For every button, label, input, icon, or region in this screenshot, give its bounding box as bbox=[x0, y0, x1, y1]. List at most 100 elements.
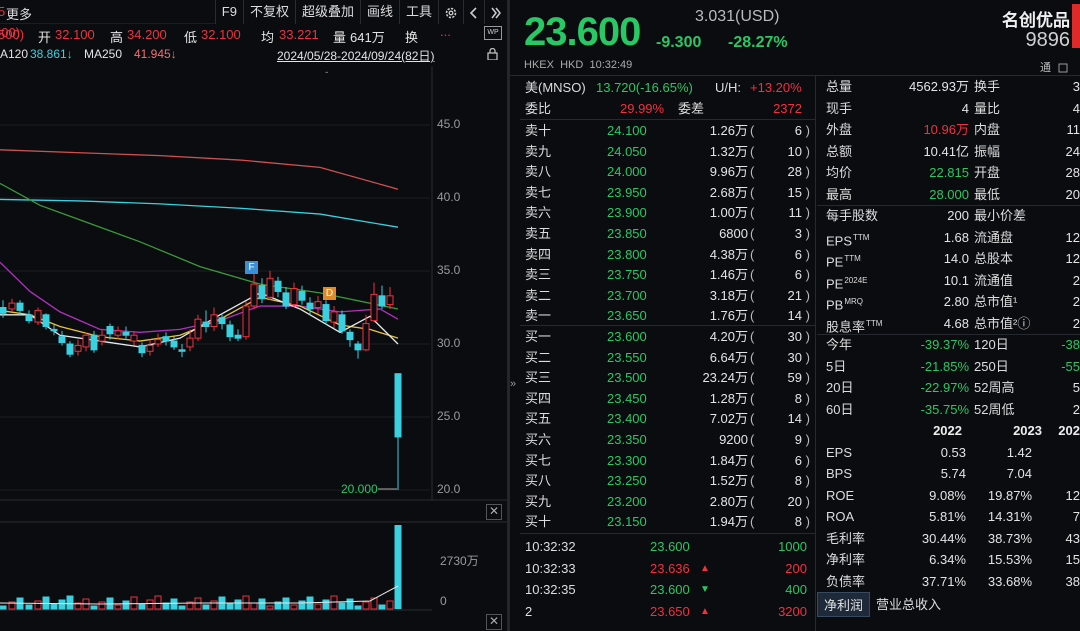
gear-icon[interactable] bbox=[438, 0, 463, 24]
vol-value: 641万 bbox=[350, 30, 385, 45]
watermark-icon[interactable]: WP bbox=[484, 26, 502, 40]
candle-body bbox=[274, 280, 282, 292]
level-count: 11 bbox=[788, 205, 803, 221]
tab-revenue[interactable]: 营业总收入 bbox=[876, 597, 942, 612]
panel-divider[interactable] bbox=[507, 0, 510, 631]
fin-year: 2022 bbox=[933, 423, 962, 438]
vol-label: 量 bbox=[333, 30, 347, 45]
candle-body bbox=[210, 314, 218, 327]
level-price: 23.900 bbox=[607, 205, 647, 221]
ask-row[interactable]: 卖五 23.850 6800(3) bbox=[520, 223, 810, 244]
fin-year: 202 bbox=[1058, 423, 1080, 438]
stat-value-2: 5 bbox=[1072, 380, 1080, 395]
volume-bar bbox=[258, 598, 266, 610]
ask-row[interactable]: 卖八 24.000 9.96万(28) bbox=[520, 161, 810, 182]
level-price: 23.200 bbox=[607, 493, 647, 509]
close-volume-button[interactable]: ✕ bbox=[486, 614, 502, 630]
bid-row[interactable]: 买五 23.400 7.02万(14) bbox=[520, 408, 810, 429]
paren-close: ) bbox=[805, 349, 810, 365]
level-price: 23.800 bbox=[607, 246, 647, 262]
fin-value-2023: 33.68% bbox=[987, 573, 1032, 589]
volume-bar bbox=[170, 598, 178, 610]
draw-line-button[interactable]: 画线 bbox=[359, 0, 399, 24]
volume-bar bbox=[50, 603, 58, 610]
level-label: 买六 bbox=[525, 432, 552, 447]
ask-row[interactable]: 卖九 24.050 1.32万(10) bbox=[520, 141, 810, 162]
candle-body bbox=[122, 331, 130, 336]
candle-body bbox=[322, 304, 330, 322]
fin-header: 2022 2023 202 bbox=[817, 420, 1080, 442]
volume-bar bbox=[386, 600, 394, 610]
open-value: 32.100 bbox=[55, 27, 95, 42]
fin-label: 毛利率 bbox=[826, 530, 866, 546]
stat-row: 总量 4562.93万 换手 3 bbox=[817, 76, 1080, 98]
super-overlay-button[interactable]: 超级叠加 bbox=[294, 0, 360, 24]
last-price: 23.600 bbox=[524, 10, 641, 54]
paren-close: ) bbox=[805, 390, 810, 406]
stat-value: -22.97% bbox=[920, 380, 969, 395]
price-change: -9.300 bbox=[656, 34, 702, 51]
stat-label: 外盘 bbox=[826, 122, 853, 137]
chevron-left-icon[interactable] bbox=[463, 0, 484, 24]
bid-row[interactable]: 买七 23.300 1.84万(6) bbox=[520, 450, 810, 471]
bid-row[interactable]: 买八 23.250 1.52万(8) bbox=[520, 470, 810, 491]
candlestick-chart[interactable] bbox=[0, 0, 507, 631]
f9-button[interactable]: F9 bbox=[214, 0, 243, 24]
prev-close-value: 500) bbox=[0, 27, 25, 42]
ask-row[interactable]: 卖十 24.100 1.26万(6) bbox=[520, 120, 810, 141]
bid-row[interactable]: 买六 23.350 9200(9) bbox=[520, 429, 810, 450]
candle-body bbox=[0, 307, 7, 314]
paren-close: ) bbox=[805, 432, 810, 447]
level-price: 23.600 bbox=[607, 329, 647, 344]
tab-net-profit[interactable]: 净利润 bbox=[817, 592, 871, 617]
bid-row[interactable]: 买四 23.450 1.28万(8) bbox=[520, 388, 810, 409]
paren-open: ( bbox=[750, 205, 755, 221]
volume-bar bbox=[25, 604, 33, 610]
volume-bar bbox=[0, 605, 7, 610]
expand-panel-icon[interactable]: » bbox=[510, 378, 517, 390]
level-count: 15 bbox=[787, 184, 802, 200]
stat-value: 14.0 bbox=[943, 251, 969, 266]
level-volume: 7.02万 bbox=[709, 411, 748, 427]
bid-row[interactable]: 买九 23.200 2.80万(20) bbox=[520, 491, 810, 512]
level-label: 买二 bbox=[525, 349, 552, 365]
bid-row[interactable]: 买十 23.150 1.94万(8) bbox=[520, 511, 810, 532]
chevrons-right-icon[interactable] bbox=[484, 0, 507, 24]
fin-row: BPS 5.74 7.04 bbox=[817, 463, 1080, 485]
volume-bar bbox=[146, 599, 154, 610]
no-adjust-button[interactable]: 不复权 bbox=[242, 0, 295, 24]
marker-f[interactable]: F bbox=[245, 261, 258, 274]
tools-button[interactable]: 工具 bbox=[398, 0, 438, 24]
volume-ma-line bbox=[0, 585, 399, 605]
stat-label-2: 52周低 bbox=[974, 401, 1015, 417]
marker-d[interactable]: D bbox=[323, 287, 336, 300]
ask-row[interactable]: 卖二 23.700 3.18万(21) bbox=[520, 285, 810, 306]
more-ellipsis[interactable]: ... bbox=[440, 24, 451, 39]
stat-value-2: 2 bbox=[1072, 315, 1080, 331]
lock-icon[interactable] bbox=[487, 47, 498, 61]
level-label: 买七 bbox=[525, 452, 552, 468]
volume-bar bbox=[322, 599, 330, 610]
stat-row: 每手股数 200 最小价差 bbox=[817, 205, 1080, 227]
more-button[interactable]: 更多 bbox=[6, 4, 35, 23]
stat-label-sup: TTM bbox=[844, 254, 861, 263]
stat-label: 今年 bbox=[826, 337, 853, 352]
fin-value-2023: 14.31% bbox=[987, 509, 1032, 524]
close-indicator-button[interactable]: ✕ bbox=[486, 504, 502, 520]
ask-row[interactable]: 卖三 23.750 1.46万(6) bbox=[520, 264, 810, 285]
ask-row[interactable]: 卖六 23.900 1.00万(11) bbox=[520, 202, 810, 223]
ask-row[interactable]: 卖七 23.950 2.68万(15) bbox=[520, 182, 810, 203]
stat-label: PE2024E bbox=[826, 275, 868, 291]
connect-label[interactable]: 通 bbox=[1040, 59, 1068, 75]
paren-open: ( bbox=[750, 123, 755, 138]
ask-row[interactable]: 卖四 23.800 4.38万(6) bbox=[520, 244, 810, 265]
bid-row[interactable]: 买三 23.500 23.24万(59) bbox=[520, 367, 810, 388]
date-range[interactable]: 2024/05/28-2024/09/24(82日) bbox=[277, 49, 435, 63]
level-price: 23.400 bbox=[607, 411, 647, 427]
ask-row[interactable]: 卖一 23.650 1.76万(14) bbox=[520, 305, 810, 326]
bid-row[interactable]: 买二 23.550 6.64万(30) bbox=[520, 347, 810, 368]
candle-body bbox=[386, 295, 394, 306]
bid-row[interactable]: 买一 23.600 4.20万(30) bbox=[520, 326, 810, 347]
ma-bar: A120 38.861↓ MA250 41.945↓ 2024/05/28-20… bbox=[0, 47, 507, 65]
level-volume: 2.80万 bbox=[709, 493, 748, 509]
